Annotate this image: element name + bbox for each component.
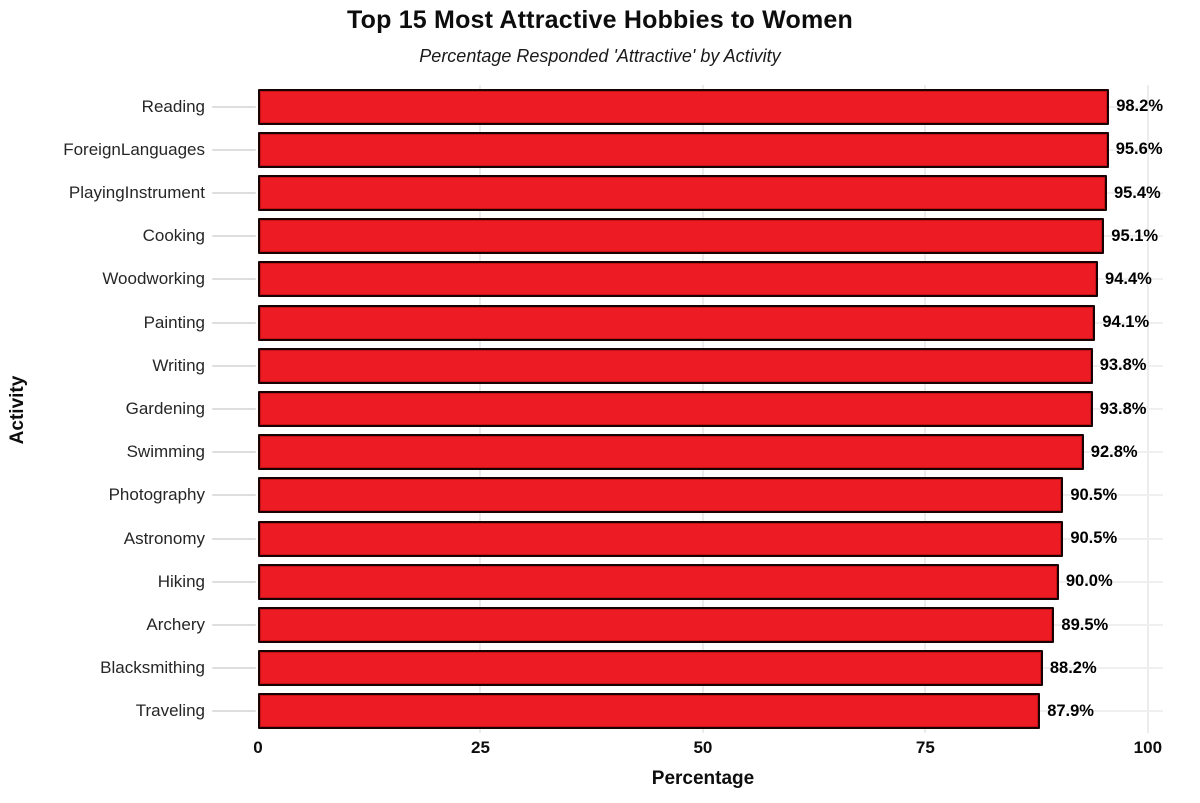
- category-label: Cooking: [142, 226, 205, 246]
- bar: [258, 650, 1043, 687]
- leader-line: [212, 321, 256, 324]
- category-label: Blacksmithing: [100, 658, 205, 678]
- bar: [258, 347, 1093, 384]
- y-axis-tick-labels: Reading ForeignLanguages PlayingInstrument…: [0, 85, 205, 733]
- chart-title: Top 15 Most Attractive Hobbies to Women: [347, 6, 853, 34]
- leader-line: [212, 278, 256, 281]
- bar-row: 89.5%: [258, 603, 1163, 646]
- leader-line: [212, 105, 256, 108]
- bar: [258, 434, 1084, 471]
- value-label: 98.2%: [1116, 97, 1163, 116]
- x-axis-title: Percentage: [651, 768, 755, 789]
- x-tick-label: 0: [253, 738, 263, 757]
- leader-line: [212, 710, 256, 713]
- bar-series: 98.2% 95.6% 95.4% 95.1% 94.4% 94.1% 93.8% 93.8%…: [258, 85, 1163, 733]
- value-label: 93.8%: [1099, 356, 1147, 375]
- bar: [258, 175, 1107, 211]
- bar-row: 93.8%: [258, 344, 1163, 387]
- value-label: 89.5%: [1061, 615, 1109, 634]
- leader-line: [212, 667, 256, 670]
- chart-subtitle: Percentage Responded 'Attractive' by Act…: [419, 46, 781, 66]
- bar-row: 94.4%: [258, 258, 1163, 301]
- value-label: 90.5%: [1070, 529, 1118, 548]
- bar: [258, 563, 1059, 600]
- bar: [258, 693, 1041, 730]
- bar: [258, 607, 1055, 644]
- category-label: Painting: [143, 312, 205, 332]
- leader-line: [212, 451, 256, 454]
- leader-line: [212, 148, 256, 151]
- bar-row: 95.6%: [258, 128, 1163, 171]
- x-tick-label: 25: [470, 738, 490, 757]
- leader-line: [212, 537, 256, 540]
- bar: [258, 131, 1109, 168]
- leader-line: [212, 580, 256, 583]
- bar-row: 90.5%: [258, 517, 1163, 560]
- value-label: 88.2%: [1049, 658, 1097, 677]
- category-label: Photography: [108, 485, 205, 505]
- plot-area: 98.2% 95.6% 95.4% 95.1% 94.4% 94.1% 93.8% 93.8%…: [258, 85, 1163, 733]
- category-label: Woodworking: [102, 269, 205, 289]
- category-label: Gardening: [125, 399, 205, 419]
- bar-row: 88.2%: [258, 647, 1163, 690]
- bar: [258, 520, 1064, 557]
- leader-line: [212, 235, 256, 238]
- value-label: 95.6%: [1115, 140, 1163, 159]
- bar: [258, 304, 1096, 341]
- category-label: ForeignLanguages: [63, 139, 205, 159]
- category-label: Writing: [152, 355, 205, 375]
- x-tick-label: 100: [1133, 738, 1163, 757]
- leader-line: [212, 192, 256, 194]
- value-label: 95.4%: [1113, 183, 1161, 202]
- leader-line: [212, 408, 256, 410]
- y-axis-leader-lines: [212, 85, 256, 733]
- bar: [258, 261, 1099, 298]
- bar-row: 90.0%: [258, 560, 1163, 603]
- value-label: 92.8%: [1090, 442, 1138, 461]
- leader-line: [212, 364, 256, 367]
- x-tick-label: 75: [915, 738, 935, 757]
- value-label: 90.0%: [1065, 572, 1113, 591]
- category-label: Astronomy: [123, 528, 205, 548]
- bar-row: 95.4%: [258, 171, 1163, 214]
- value-label: 90.5%: [1070, 485, 1118, 504]
- x-tick-label: 50: [693, 738, 713, 757]
- bar: [258, 477, 1064, 514]
- category-label: PlayingInstrument: [68, 183, 205, 202]
- value-label: 94.1%: [1102, 313, 1150, 332]
- leader-line: [212, 494, 256, 497]
- category-label: Reading: [141, 96, 205, 116]
- leader-line: [212, 624, 256, 626]
- bar: [258, 391, 1093, 428]
- bar-row: 87.9%: [258, 690, 1163, 733]
- bar-row: 98.2%: [258, 85, 1163, 128]
- category-label: Traveling: [135, 701, 205, 721]
- bar-row: 93.8%: [258, 387, 1163, 430]
- category-label: Archery: [146, 615, 205, 635]
- value-label: 94.4%: [1105, 269, 1152, 288]
- bar-row: 90.5%: [258, 474, 1163, 517]
- bar: [258, 218, 1105, 255]
- x-axis-tick-labels: 0 25 50 75 100: [253, 738, 1163, 762]
- category-label: Swimming: [126, 442, 205, 462]
- value-label: 93.8%: [1099, 399, 1147, 418]
- bar-row: 94.1%: [258, 301, 1163, 344]
- category-label: Hiking: [157, 571, 205, 591]
- bar-row: 92.8%: [258, 431, 1163, 474]
- value-label: 95.1%: [1111, 226, 1159, 245]
- bar-row: 95.1%: [258, 215, 1163, 258]
- bar: [258, 88, 1110, 125]
- value-label: 87.9%: [1047, 701, 1094, 720]
